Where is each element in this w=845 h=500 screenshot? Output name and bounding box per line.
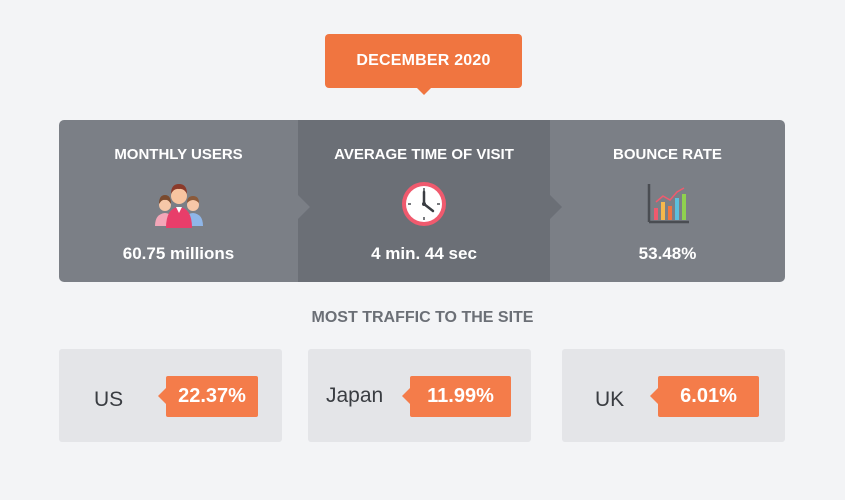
stat-title: MONTHLY USERS [114,146,243,163]
clock-icon [402,182,446,226]
country-percent: 6.01% [650,376,759,417]
stat-average-time: AVERAGE TIME OF VISIT 4 min. 44 sec [298,120,562,282]
stat-title: BOUNCE RATE [613,146,722,163]
country-name: US [94,388,124,411]
stat-value: 60.75 millions [122,244,235,263]
traffic-title: MOST TRAFFIC TO THE SITE [311,309,534,326]
stats-panel: MONTHLY USERS 60.75 millions AVERAGE TIM… [59,120,785,282]
stat-title: AVERAGE TIME OF VISIT [334,146,514,163]
bar-chart-icon [647,184,689,224]
country-card-uk: UK 6.01% [562,349,785,442]
date-label: DECEMBER 2020 [356,52,491,69]
users-icon [154,184,203,228]
country-name: UK [595,388,625,411]
country-name: Japan [326,384,384,407]
country-card-japan: Japan 11.99% [308,349,531,442]
date-badge: DECEMBER 2020 [325,34,522,95]
country-percent: 22.37% [158,376,258,417]
stat-value: 4 min. 44 sec [371,244,477,263]
stat-bounce-rate: BOUNCE RATE 53.48% [550,120,785,282]
stat-monthly-users: MONTHLY USERS 60.75 millions [59,120,310,282]
country-percent: 11.99% [402,376,511,417]
stat-value: 53.48% [638,244,697,263]
country-card-us: US 22.37% [59,349,282,442]
